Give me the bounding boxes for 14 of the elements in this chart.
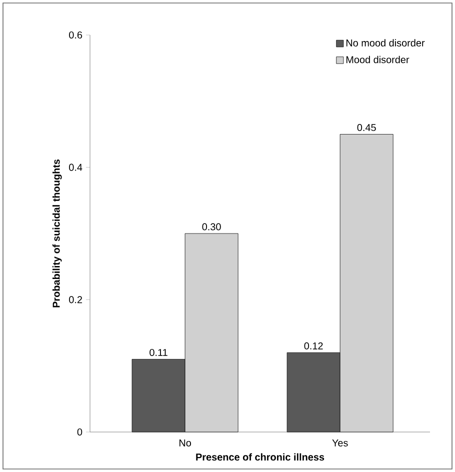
legend-label: No mood disorder xyxy=(346,39,425,46)
data-label: 0.45 xyxy=(357,124,376,132)
y-tick-label: 0 xyxy=(77,428,82,436)
data-label: 0.12 xyxy=(304,342,323,350)
y-tick-label: 0.2 xyxy=(69,296,82,304)
x-axis-title: Presence of chronic illness xyxy=(196,453,324,461)
y-tick-label: 0.4 xyxy=(69,164,82,171)
x-tick-label: Yes xyxy=(332,440,348,446)
y-tick-label: 0.6 xyxy=(69,31,82,39)
x-tick-label: No xyxy=(179,440,191,446)
legend-label: Mood disorder xyxy=(346,56,410,64)
data-label: 0.11 xyxy=(150,348,168,356)
data-label: 0.30 xyxy=(202,223,221,230)
y-axis-title: Probability of suicidal thoughts xyxy=(52,159,62,308)
